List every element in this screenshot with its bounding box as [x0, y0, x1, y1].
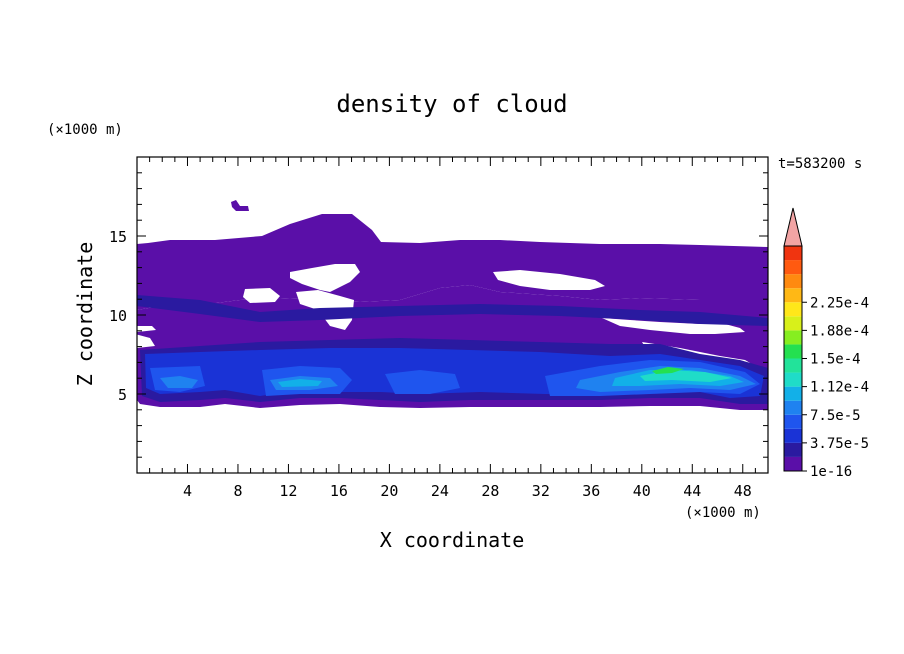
core-left	[160, 376, 198, 388]
y-unit-label: (×1000 m)	[47, 122, 123, 138]
band-lighter-center	[385, 370, 460, 394]
colorbar-swatch	[784, 316, 802, 331]
colorbar-swatch	[784, 302, 802, 317]
colorbar-label: 2.25e-4	[810, 295, 869, 311]
colorbar-over-arrow	[783, 207, 803, 247]
colorbar-swatch	[784, 428, 802, 443]
upper-cloud-layer	[137, 214, 768, 310]
band-upper-dark	[137, 295, 768, 326]
y-tick-label: 5	[118, 386, 127, 404]
colorbar-label: 1.88e-4	[810, 323, 869, 339]
x-tick-label: 16	[330, 482, 348, 500]
y-axis-title: Z coordinate	[73, 242, 97, 387]
colorbar-swatch	[784, 386, 802, 401]
colorbar-swatch	[784, 246, 802, 261]
x-tick-label: 20	[380, 482, 398, 500]
core-right-peak	[652, 367, 684, 374]
gap-upper-left	[290, 264, 360, 292]
x-tick-label: 48	[734, 482, 752, 500]
colorbar-swatch	[784, 456, 802, 471]
colorbar-swatch	[784, 330, 802, 345]
x-tick-label: 32	[532, 482, 550, 500]
x-tick-label: 4	[183, 482, 192, 500]
gap-mid-left	[243, 288, 280, 303]
colorbar-swatch	[784, 260, 802, 275]
x-tick-label: 24	[431, 482, 449, 500]
x-tick-label: 44	[683, 482, 701, 500]
colorbar-label: 1.5e-4	[810, 352, 861, 368]
time-label: t=583200 s	[778, 156, 862, 172]
core-mid-light	[278, 379, 322, 387]
colorbar-swatch	[784, 344, 802, 359]
small-cloud-patch	[231, 200, 249, 211]
colorbar-label: 1e-16	[810, 464, 852, 480]
y-axis-ticks: 5 10 15	[109, 172, 768, 458]
cloud-field	[135, 200, 768, 410]
colorbar-swatch	[784, 274, 802, 289]
x-tick-label: 8	[233, 482, 242, 500]
gap-upper-right	[493, 270, 605, 290]
x-tick-label: 28	[481, 482, 499, 500]
x-tick-label: 40	[633, 482, 651, 500]
chart-title: density of cloud	[336, 90, 567, 118]
colorbar-label: 1.12e-4	[810, 380, 869, 396]
y-tick-label: 10	[109, 307, 127, 325]
colorbar-swatch	[784, 414, 802, 429]
colorbar-swatch	[784, 358, 802, 373]
colorbar-swatch	[784, 400, 802, 415]
y-tick-label: 15	[109, 228, 127, 246]
colorbar-label: 7.5e-5	[810, 408, 861, 424]
x-axis-title: X coordinate	[380, 528, 525, 552]
x-tick-label: 12	[279, 482, 297, 500]
colorbar-swatch	[784, 288, 802, 303]
x-axis-ticks: 4 8 12 16 20 24 28 32 36 40 44 48	[149, 157, 756, 500]
x-tick-label: 36	[582, 482, 600, 500]
gap-right	[602, 318, 745, 334]
gap-lower-left	[135, 334, 155, 348]
cloud-fill-level8	[652, 367, 684, 374]
x-unit-label: (×1000 m)	[685, 505, 761, 521]
colorbar-label: 3.75e-5	[810, 436, 869, 452]
colorbar-swatch	[784, 372, 802, 387]
colorbar: 1e-16 3.75e-5 7.5e-5 1.12e-4 1.5e-4 1.88e-4 2.…	[783, 207, 869, 480]
colorbar-swatch	[784, 442, 802, 457]
